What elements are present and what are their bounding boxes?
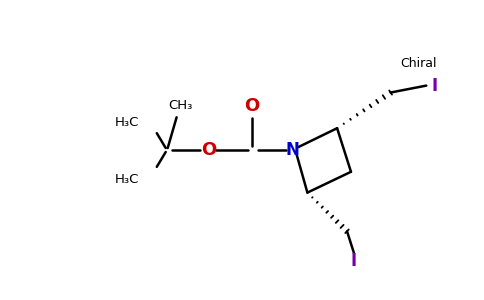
Text: O: O (244, 98, 259, 116)
Text: I: I (351, 252, 357, 270)
Text: I: I (431, 76, 437, 94)
Text: H₃C: H₃C (115, 173, 139, 186)
Text: Chiral: Chiral (400, 57, 437, 70)
Text: H₃C: H₃C (115, 116, 139, 129)
Text: N: N (286, 141, 300, 159)
Text: CH₃: CH₃ (168, 99, 193, 112)
Text: O: O (201, 141, 216, 159)
